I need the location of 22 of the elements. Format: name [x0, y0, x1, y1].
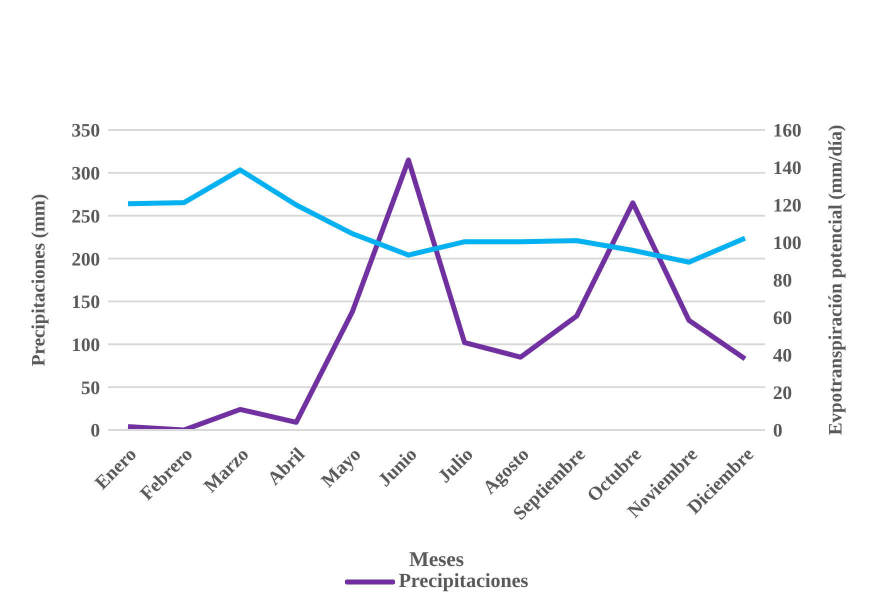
y-tick-label: 100	[72, 335, 100, 356]
y-tick-label: 150	[72, 292, 100, 314]
y-axis-title: Precipitaciones (mm)	[28, 194, 50, 366]
y2-tick-label: 120	[773, 196, 802, 217]
y2-tick-label: 20	[773, 383, 792, 404]
y-tick-label: 300	[72, 164, 100, 185]
y2-tick-label: 0	[773, 420, 782, 442]
y2-tick-label: 80	[773, 270, 792, 292]
y2-tick-label: 40	[773, 346, 792, 367]
y-tick-label: 50	[81, 378, 100, 399]
y2-tick-label: 140	[773, 158, 802, 180]
y-tick-label: 250	[72, 206, 100, 228]
y2-axis-title: Evpotranspiración potencial (mm/día)	[826, 124, 847, 436]
y2-tick-label: 100	[773, 233, 802, 254]
y-tick-label: 0	[90, 420, 100, 442]
y-tick-label: 350	[72, 120, 100, 142]
x-axis-title: Meses	[409, 547, 464, 571]
y2-tick-label: 60	[773, 308, 792, 330]
y-tick-label: 200	[72, 249, 100, 270]
legend-label: Precipitaciones	[398, 570, 528, 593]
x-tick-label: Julio	[434, 444, 478, 488]
y2-tick-label: 160	[773, 120, 802, 142]
